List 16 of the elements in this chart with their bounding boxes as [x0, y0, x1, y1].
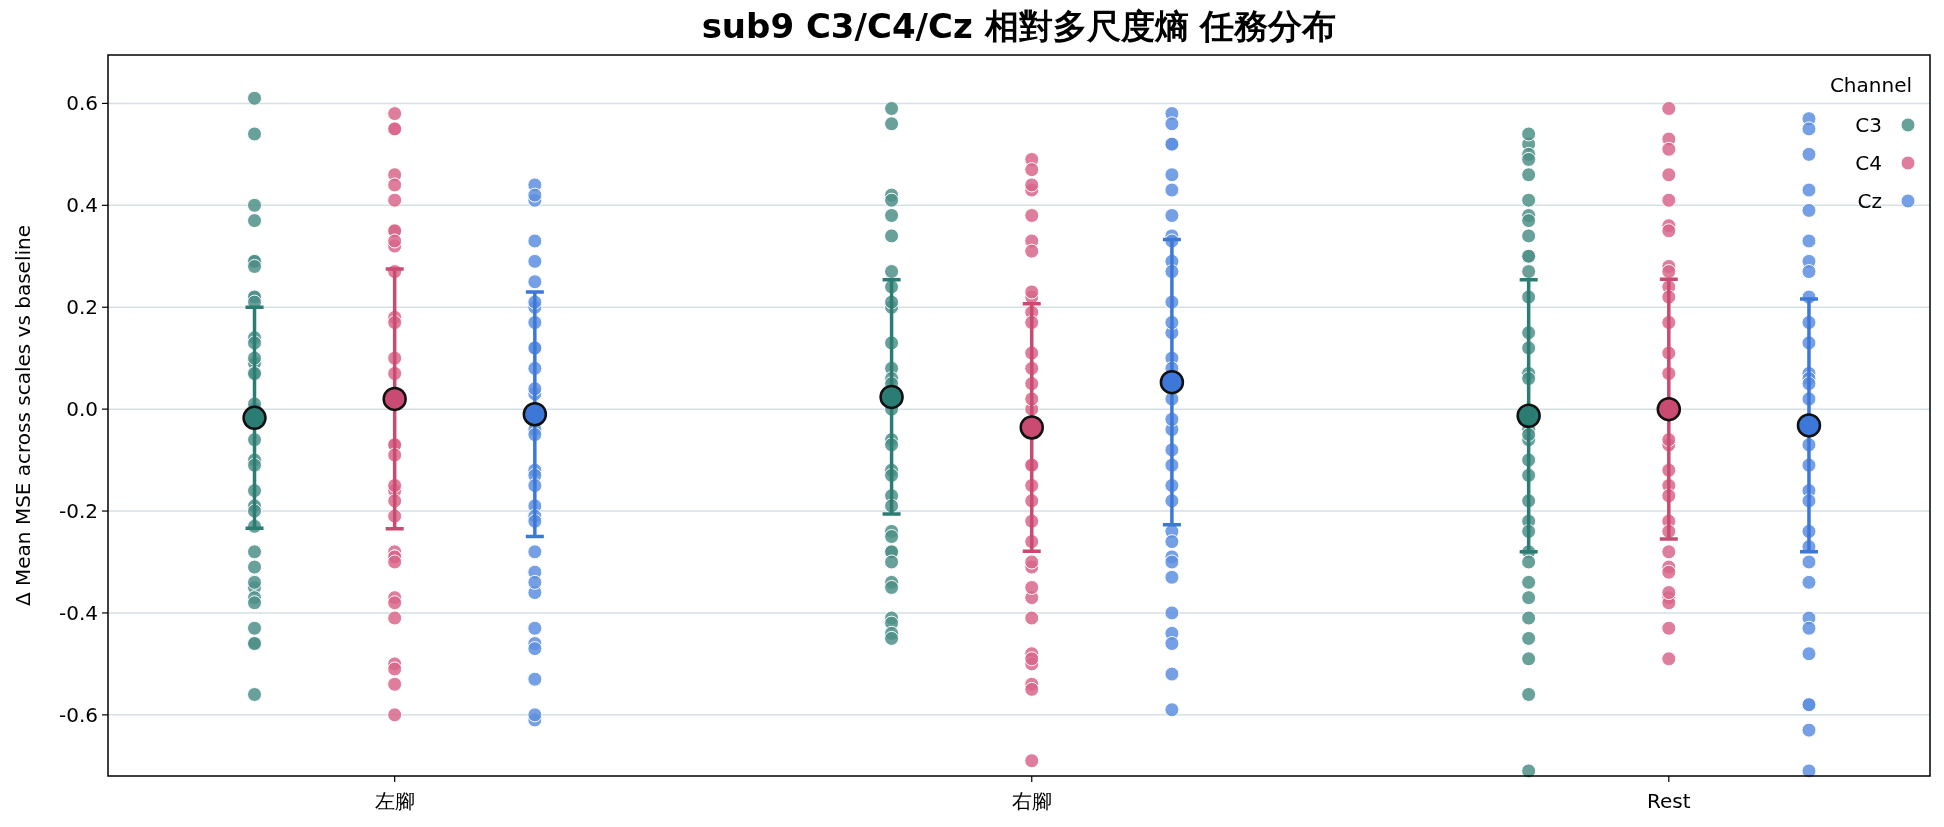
legend-label: C3	[1855, 113, 1882, 137]
y-tick-label: 0.6	[66, 91, 98, 116]
y-tick-label: 0.2	[66, 295, 98, 320]
x-tick-label: 右腳	[1011, 789, 1052, 813]
y-tick-label: 0.4	[66, 193, 98, 218]
legend-title: Channel	[1829, 73, 1912, 97]
chart-title: sub9 C3/C4/Cz 相對多尺度熵 任務分布	[701, 6, 1337, 46]
y-tick-label: -0.6	[58, 702, 98, 727]
y-tick-label: 0.0	[66, 397, 98, 422]
y-tick-label: -0.2	[58, 499, 98, 524]
x-tick-label: Rest	[1647, 789, 1691, 813]
y-tick-label: -0.4	[58, 600, 98, 625]
legend-label: Cz	[1857, 189, 1882, 213]
y-axis-title: Δ Mean MSE across scales vs baseline	[11, 225, 35, 606]
legend-label: C4	[1855, 151, 1882, 175]
x-tick-label: 左腳	[374, 789, 415, 813]
